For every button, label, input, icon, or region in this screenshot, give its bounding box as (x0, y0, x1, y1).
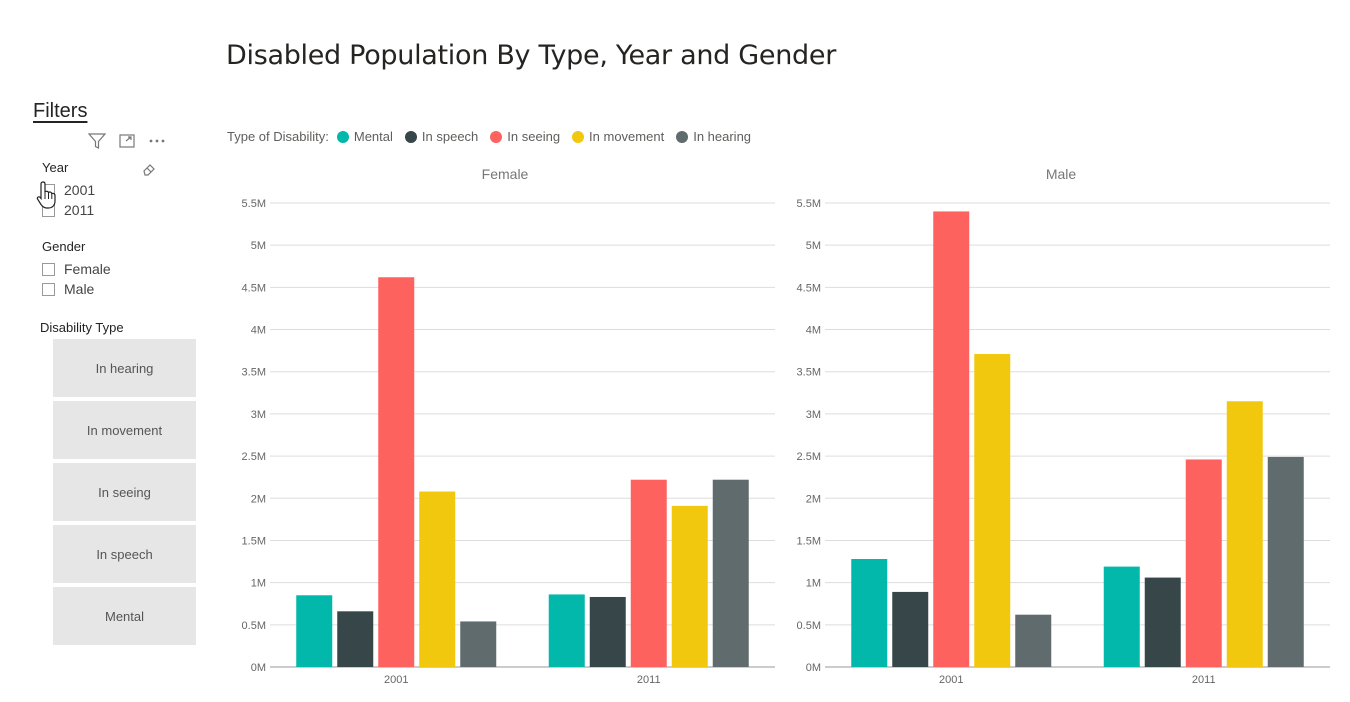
report-title: Disabled Population By Type, Year and Ge… (226, 40, 837, 71)
legend-item-in-hearing[interactable]: In hearing (676, 129, 751, 144)
year-option-label: 2001 (64, 182, 96, 198)
gender-option-female[interactable]: Female (42, 261, 111, 277)
bar[interactable] (1267, 456, 1304, 667)
legend-item-mental[interactable]: Mental (336, 129, 393, 144)
bar[interactable] (712, 479, 749, 667)
legend-title: Type of Disability: (227, 129, 329, 144)
legend-label: Mental (353, 129, 393, 144)
x-tick-label: 2011 (1192, 674, 1216, 686)
slicer-toolbar (87, 131, 167, 151)
bar[interactable] (378, 277, 415, 667)
bar[interactable] (337, 611, 374, 667)
bar[interactable] (548, 594, 585, 667)
y-tick-label: 3M (806, 409, 821, 421)
y-tick-label: 4.5M (797, 282, 821, 294)
eraser-icon[interactable] (141, 161, 157, 177)
legend-label: In hearing (693, 129, 752, 144)
bar[interactable] (630, 479, 667, 667)
focus-mode-icon[interactable] (117, 131, 137, 151)
y-tick-label: 0M (806, 662, 821, 674)
legend-label: In seeing (507, 129, 561, 144)
y-tick-label: 5.5M (797, 198, 821, 210)
more-options-icon[interactable] (147, 131, 167, 151)
x-tick-label: 2011 (637, 674, 661, 686)
y-tick-label: 4.5M (242, 282, 266, 294)
bar[interactable] (933, 211, 970, 667)
y-tick-label: 1.5M (242, 535, 266, 547)
y-tick-label: 2M (806, 493, 821, 505)
y-tick-label: 3M (251, 409, 266, 421)
bar[interactable] (851, 559, 888, 667)
checkbox[interactable] (42, 262, 55, 276)
bar[interactable] (1144, 577, 1181, 667)
tile-in-seeing[interactable]: In seeing (53, 463, 196, 521)
legend-item-in-speech[interactable]: In speech (404, 129, 479, 144)
y-tick-label: 0M (251, 662, 266, 674)
legend-label: In speech (421, 129, 479, 144)
bar[interactable] (589, 596, 626, 667)
tile-in-movement[interactable]: In movement (53, 401, 196, 459)
y-tick-label: 1M (806, 578, 821, 590)
y-tick-label: 2.5M (797, 451, 821, 463)
bar[interactable] (892, 591, 929, 667)
hand-cursor-icon (36, 181, 56, 209)
gender-slicer-label: Gender (42, 239, 86, 254)
bar[interactable] (974, 354, 1011, 667)
tile-in-hearing[interactable]: In hearing (53, 339, 196, 397)
x-tick-label: 2001 (384, 674, 408, 686)
legend-swatch (490, 130, 503, 143)
legend-item-in-seeing[interactable]: In seeing (490, 129, 560, 144)
filter-icon[interactable] (87, 131, 107, 151)
y-tick-label: 5.5M (242, 198, 266, 210)
tile-mental[interactable]: Mental (53, 587, 196, 645)
bar[interactable] (1015, 614, 1052, 667)
tile-in-speech[interactable]: In speech (53, 525, 196, 583)
y-tick-label: 3.5M (797, 367, 821, 379)
checkbox[interactable] (42, 282, 55, 296)
legend-item-in-movement[interactable]: In movement (572, 129, 664, 144)
y-tick-label: 4M (806, 325, 821, 337)
bar[interactable] (1103, 566, 1140, 667)
legend-label: In movement (589, 129, 665, 144)
gender-option-label: Female (64, 261, 111, 277)
y-tick-label: 5M (806, 240, 821, 252)
gender-option-male[interactable]: Male (42, 281, 94, 297)
bar[interactable] (1226, 401, 1263, 667)
y-tick-label: 1.5M (797, 535, 821, 547)
y-tick-label: 1M (251, 578, 266, 590)
legend-swatch (572, 130, 585, 143)
y-tick-label: 4M (251, 325, 266, 337)
legend-swatch (336, 130, 349, 143)
x-tick-label: 2001 (939, 674, 963, 686)
bar[interactable] (1185, 459, 1222, 667)
bar[interactable] (460, 621, 497, 667)
filters-heading: Filters (33, 100, 88, 122)
bar[interactable] (671, 505, 708, 667)
bar[interactable] (419, 491, 456, 667)
disability-type-slicer-label: Disability Type (40, 320, 124, 335)
y-tick-label: 3.5M (242, 367, 266, 379)
y-tick-label: 0.5M (242, 620, 266, 632)
facet-title: Female (482, 166, 529, 182)
legend-swatch (676, 130, 689, 143)
y-tick-label: 2.5M (242, 451, 266, 463)
y-tick-label: 0.5M (797, 620, 821, 632)
y-tick-label: 5M (251, 240, 266, 252)
year-slicer-label: Year (42, 160, 69, 175)
y-tick-label: 2M (251, 493, 266, 505)
bar[interactable] (296, 595, 333, 667)
gender-option-label: Male (64, 281, 95, 297)
legend-swatch (404, 130, 417, 143)
chart-legend: Type of Disability: Mental In speech In … (227, 129, 763, 144)
facet-title: Male (1046, 166, 1077, 182)
year-option-label: 2011 (64, 202, 95, 218)
